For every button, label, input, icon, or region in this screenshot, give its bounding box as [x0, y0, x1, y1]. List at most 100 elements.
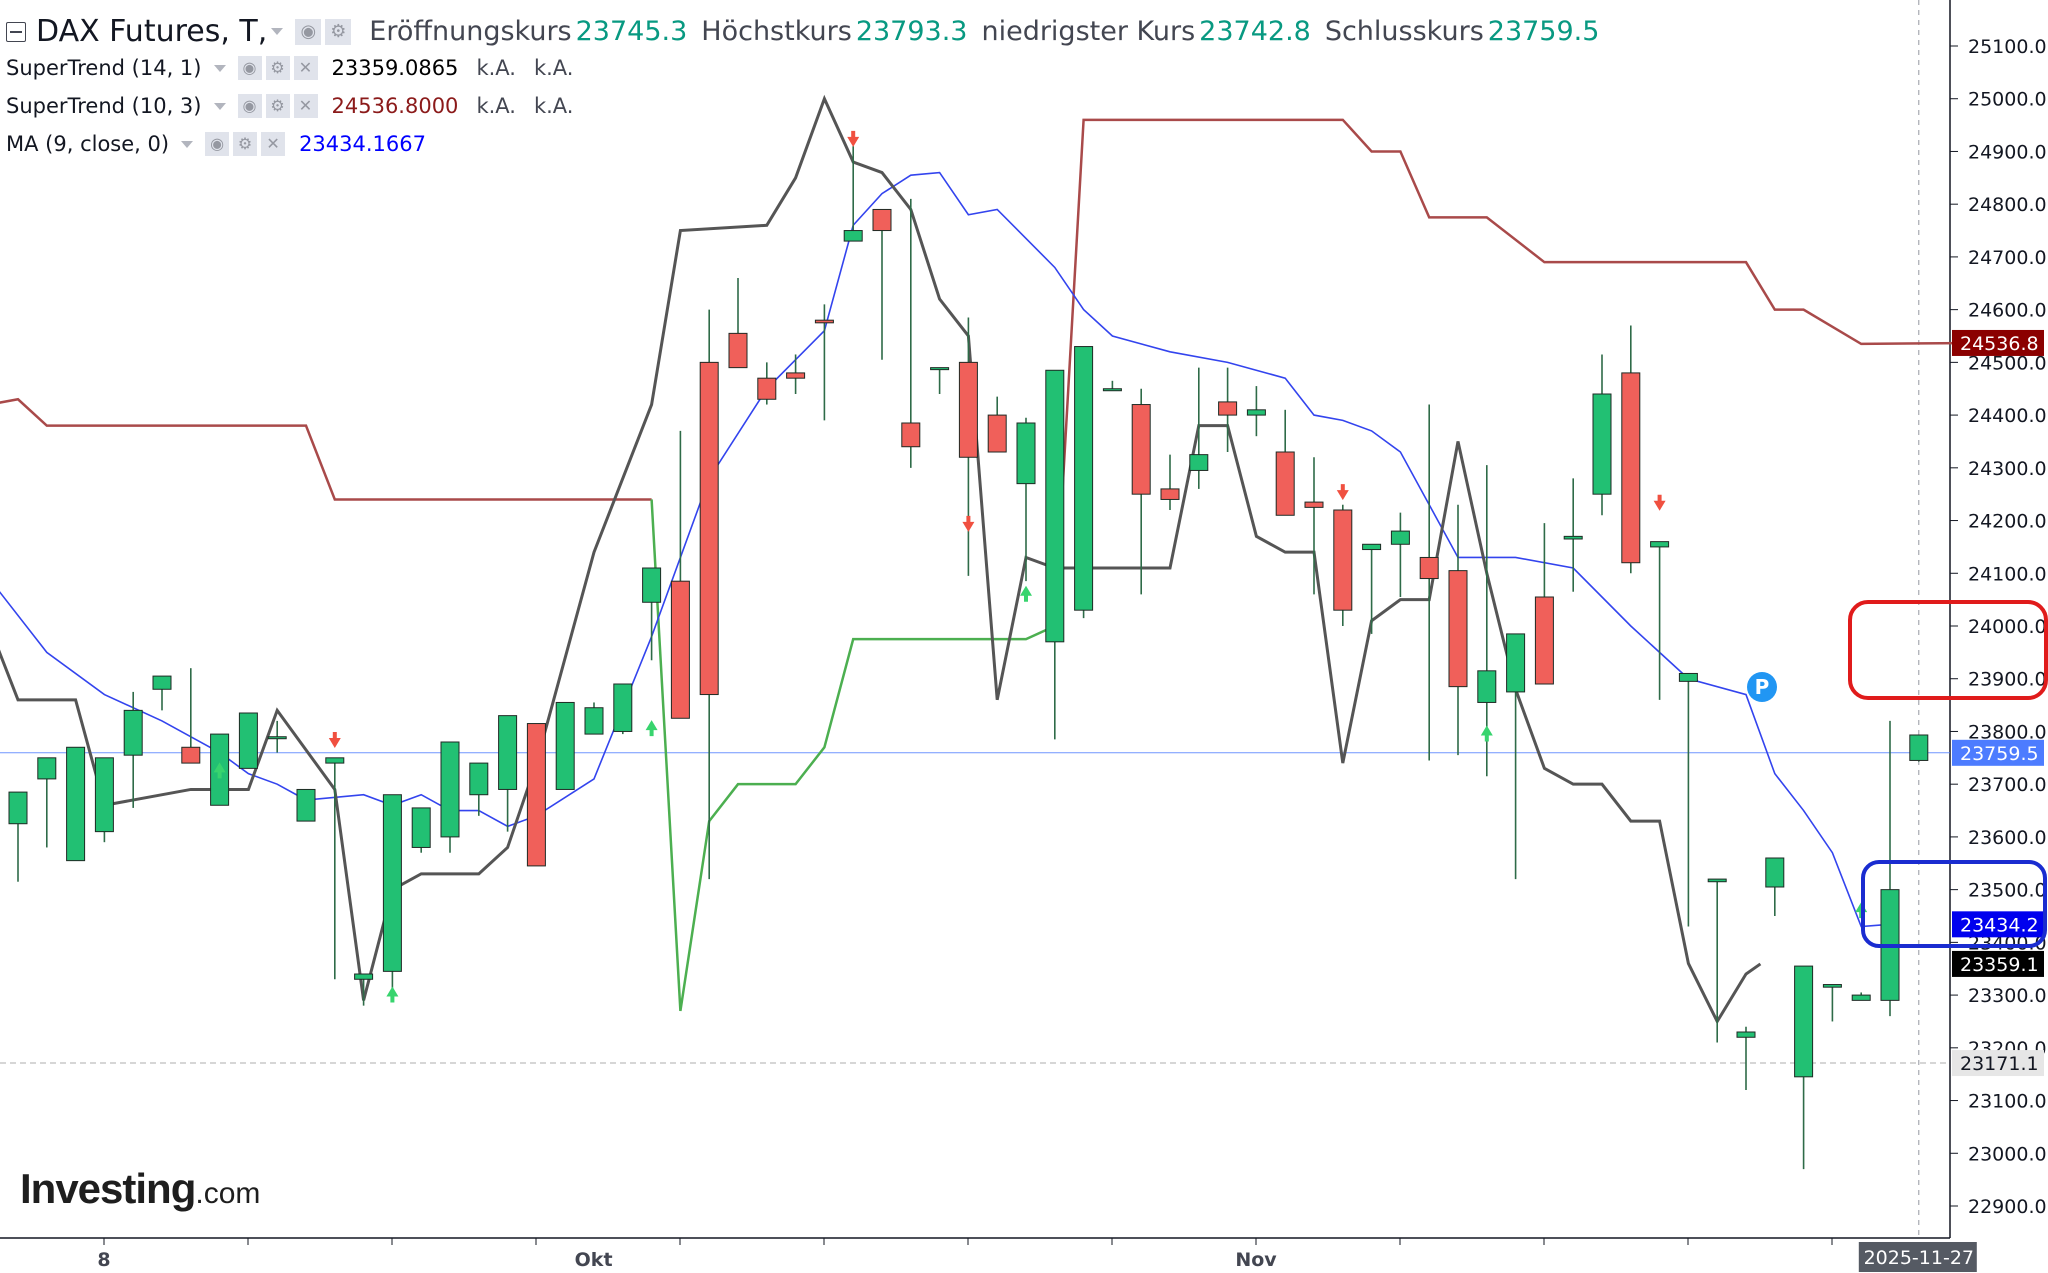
buy-signal-arrow-icon: [1480, 725, 1493, 742]
ma-9-line: [0, 171, 1891, 928]
y-tick-label: 24000.0: [1968, 616, 2047, 638]
candle-body: [670, 580, 690, 719]
candle-body: [987, 414, 1007, 453]
sell-signal-arrow-icon: [1653, 494, 1666, 511]
symbol-title: DAX Futures, T,: [36, 14, 268, 49]
crosshair-date-label: 2025-11-27: [1864, 1247, 1974, 1269]
buy-signal-arrow-icon: [386, 986, 399, 1003]
candle-body: [555, 701, 575, 790]
settings-gear-icon[interactable]: ⚙: [325, 18, 352, 45]
candle-body: [1822, 984, 1842, 988]
collapse-legend-icon[interactable]: [6, 21, 26, 42]
supertrend-10-3-line: [1053, 118, 1977, 627]
candle-body: [1506, 633, 1526, 693]
candle-body: [814, 319, 834, 324]
candle-body: [1534, 596, 1554, 685]
y-tick-label: 24300.0: [1968, 458, 2047, 480]
candle-body: [37, 757, 57, 780]
close-icon[interactable]: ✕: [293, 56, 318, 80]
candle-body: [728, 332, 748, 369]
candle-body: [238, 712, 258, 769]
y-tick-label: 23500.0: [1968, 880, 2047, 902]
candle-body: [325, 757, 345, 764]
event-badge[interactable]: P: [1747, 672, 1777, 702]
y-tick-label: 24100.0: [1968, 563, 2047, 585]
candle-body: [469, 762, 489, 796]
candle-body: [267, 736, 287, 740]
candle-body: [123, 709, 143, 756]
candle-body: [1707, 878, 1727, 883]
price-label: 23171.1: [1960, 1053, 2039, 1075]
y-tick-label: 24900.0: [1968, 141, 2047, 163]
candle-body: [1304, 501, 1324, 508]
price-label-box: [1952, 950, 2044, 977]
settings-gear-icon[interactable]: ⚙: [265, 94, 290, 118]
candle-body: [8, 791, 28, 825]
visibility-eye-icon[interactable]: ◉: [237, 56, 262, 80]
indicator-row-supertrend-14[interactable]: SuperTrend (14, 1) ◉ ⚙ ✕ 23359.0865 k.A.…: [6, 56, 573, 80]
indicator-na: k.A.: [476, 56, 516, 80]
y-tick-label: 24500.0: [1968, 352, 2047, 374]
y-tick-label: 24600.0: [1968, 300, 2047, 322]
y-tick-label: 23100.0: [1968, 1091, 2047, 1113]
y-tick-label: 23800.0: [1968, 721, 2047, 743]
indicator-row-ma[interactable]: MA (9, close, 0) ◉ ⚙ ✕ 23434.1667: [6, 132, 426, 156]
visibility-eye-icon[interactable]: ◉: [295, 18, 322, 45]
chevron-down-icon[interactable]: [213, 102, 226, 110]
x-tick-label: Okt: [575, 1249, 613, 1271]
price-label-box: [1952, 911, 2044, 938]
price-label-box: [1952, 329, 2044, 356]
settings-gear-icon[interactable]: ⚙: [265, 56, 290, 80]
candle-body: [1794, 965, 1814, 1078]
y-tick-label: 25000.0: [1968, 89, 2047, 111]
close-icon[interactable]: ✕: [261, 132, 286, 156]
high-label: Höchstkurs: [701, 16, 852, 47]
candle-body: [1333, 509, 1353, 611]
chevron-down-icon[interactable]: [213, 64, 226, 72]
candle-body: [1189, 454, 1209, 471]
close-label: Schlusskurs: [1324, 16, 1484, 47]
open-label: Eröffnungskurs: [369, 16, 572, 47]
chevron-down-icon[interactable]: [271, 28, 284, 35]
candle-body: [930, 367, 950, 371]
y-tick-label: 24800.0: [1968, 194, 2047, 216]
close-value: 23759.5: [1487, 16, 1600, 47]
visibility-eye-icon[interactable]: ◉: [237, 94, 262, 118]
supertrend-10-3-line: [0, 397, 652, 501]
price-label: 24536.8: [1960, 333, 2039, 355]
price-label: 23759.5: [1960, 743, 2039, 765]
y-tick-label: 23000.0: [1968, 1143, 2047, 1165]
open-value: 23745.3: [575, 16, 688, 47]
candle-body: [526, 723, 546, 867]
sell-signal-arrow-icon: [1336, 484, 1349, 501]
x-tick-label: 8: [97, 1249, 110, 1271]
y-tick-label: 23900.0: [1968, 669, 2047, 691]
settings-gear-icon[interactable]: ⚙: [233, 132, 258, 156]
indicator-row-supertrend-10[interactable]: SuperTrend (10, 3) ◉ ⚙ ✕ 24536.8000 k.A.…: [6, 94, 573, 118]
chevron-down-icon[interactable]: [181, 140, 194, 148]
high-value: 23793.3: [855, 16, 968, 47]
y-tick-label: 23700.0: [1968, 774, 2047, 796]
y-tick-label: 23600.0: [1968, 827, 2047, 849]
indicator-name: SuperTrend (14, 1): [6, 56, 202, 80]
support-highlight-box: [1861, 860, 2047, 948]
visibility-eye-icon[interactable]: ◉: [205, 132, 230, 156]
candle-body: [1362, 543, 1382, 551]
price-label: 23359.1: [1960, 954, 2039, 976]
sell-signal-arrow-icon: [962, 515, 975, 532]
x-tick-label: Nov: [1235, 1249, 1277, 1271]
indicator-name: SuperTrend (10, 3): [6, 94, 202, 118]
close-icon[interactable]: ✕: [293, 94, 318, 118]
candle-body: [1765, 857, 1785, 888]
candle-body: [440, 741, 460, 838]
buy-signal-arrow-icon: [645, 720, 658, 737]
crosshair-date-box: [1858, 1242, 1977, 1272]
candle-body: [1909, 734, 1929, 761]
candle-body: [1678, 672, 1698, 682]
candle-body: [1621, 372, 1641, 564]
candle-body: [1851, 994, 1871, 1001]
low-value: 23742.8: [1199, 16, 1311, 47]
y-tick-label: 23400.0: [1968, 932, 2047, 954]
candle-body: [613, 683, 633, 732]
